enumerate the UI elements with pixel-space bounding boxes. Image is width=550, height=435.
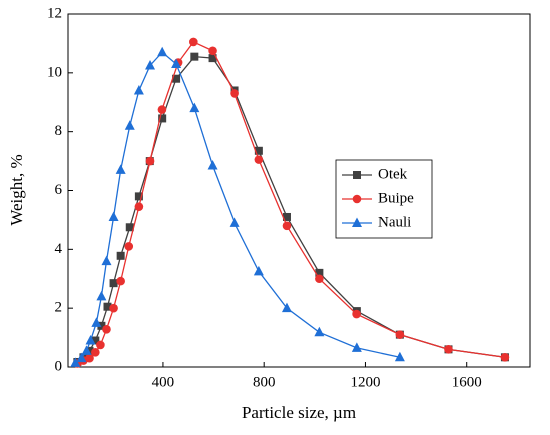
marker: [96, 340, 105, 350]
marker: [125, 223, 134, 232]
marker: [109, 303, 118, 313]
marker: [315, 274, 324, 284]
marker: [124, 242, 134, 251]
marker: [124, 120, 135, 130]
legend-label: Nauli: [378, 214, 411, 230]
marker: [133, 84, 144, 95]
marker: [315, 268, 324, 277]
marker: [230, 89, 239, 98]
marker: [282, 221, 292, 231]
marker: [91, 347, 100, 357]
y-tick-label: 6: [55, 182, 63, 198]
marker: [134, 192, 143, 201]
marker: [395, 330, 405, 339]
marker: [103, 302, 112, 311]
marker: [145, 59, 156, 70]
legend-marker: [353, 171, 361, 179]
marker: [158, 114, 167, 123]
marker: [85, 346, 94, 355]
marker: [134, 202, 144, 211]
series-line: [74, 51, 401, 364]
marker: [171, 58, 182, 69]
marker: [352, 309, 361, 319]
marker: [76, 352, 87, 363]
marker: [394, 351, 405, 362]
y-tick-label: 8: [55, 123, 63, 139]
marker: [97, 321, 106, 330]
legend-label: Buipe: [378, 190, 414, 206]
marker: [108, 211, 119, 221]
marker: [500, 352, 510, 362]
marker: [189, 37, 198, 47]
marker: [157, 105, 167, 114]
x-tick-label: 400: [152, 374, 175, 390]
y-tick-label: 2: [55, 300, 63, 316]
marker: [157, 46, 168, 57]
marker: [109, 279, 118, 288]
marker: [253, 265, 264, 276]
x-tick-label: 1600: [452, 374, 482, 390]
marker: [70, 357, 81, 367]
marker: [91, 317, 102, 327]
marker: [172, 74, 181, 83]
marker: [190, 52, 199, 61]
marker: [282, 212, 291, 221]
x-axis-label: Particle size, µm: [242, 403, 356, 422]
marker: [115, 164, 126, 174]
x-tick-label: 800: [253, 374, 276, 390]
marker: [351, 342, 362, 352]
marker: [254, 155, 264, 164]
marker: [145, 156, 155, 166]
marker: [254, 146, 263, 155]
y-tick-label: 0: [55, 358, 63, 374]
marker: [96, 290, 107, 301]
y-axis-label: Weight, %: [7, 154, 26, 225]
marker: [314, 326, 325, 337]
y-tick-label: 4: [55, 241, 63, 257]
marker: [85, 353, 94, 363]
marker: [444, 345, 453, 354]
marker: [189, 102, 200, 113]
legend-marker: [352, 217, 362, 227]
plot-frame: [67, 13, 531, 368]
marker: [101, 255, 112, 266]
y-tick-label: 12: [47, 5, 62, 21]
marker: [207, 159, 218, 170]
marker: [102, 325, 111, 334]
legend-label: Otek: [378, 166, 408, 182]
marker: [116, 276, 125, 286]
marker: [116, 251, 125, 260]
marker: [208, 54, 217, 63]
marker: [81, 345, 92, 355]
marker: [229, 217, 240, 227]
marker: [208, 46, 217, 56]
y-tick-label: 10: [47, 64, 62, 80]
marker: [281, 302, 292, 313]
legend-marker: [352, 194, 362, 204]
x-tick-label: 1200: [350, 374, 380, 390]
marker: [85, 335, 96, 345]
marker: [91, 336, 100, 345]
